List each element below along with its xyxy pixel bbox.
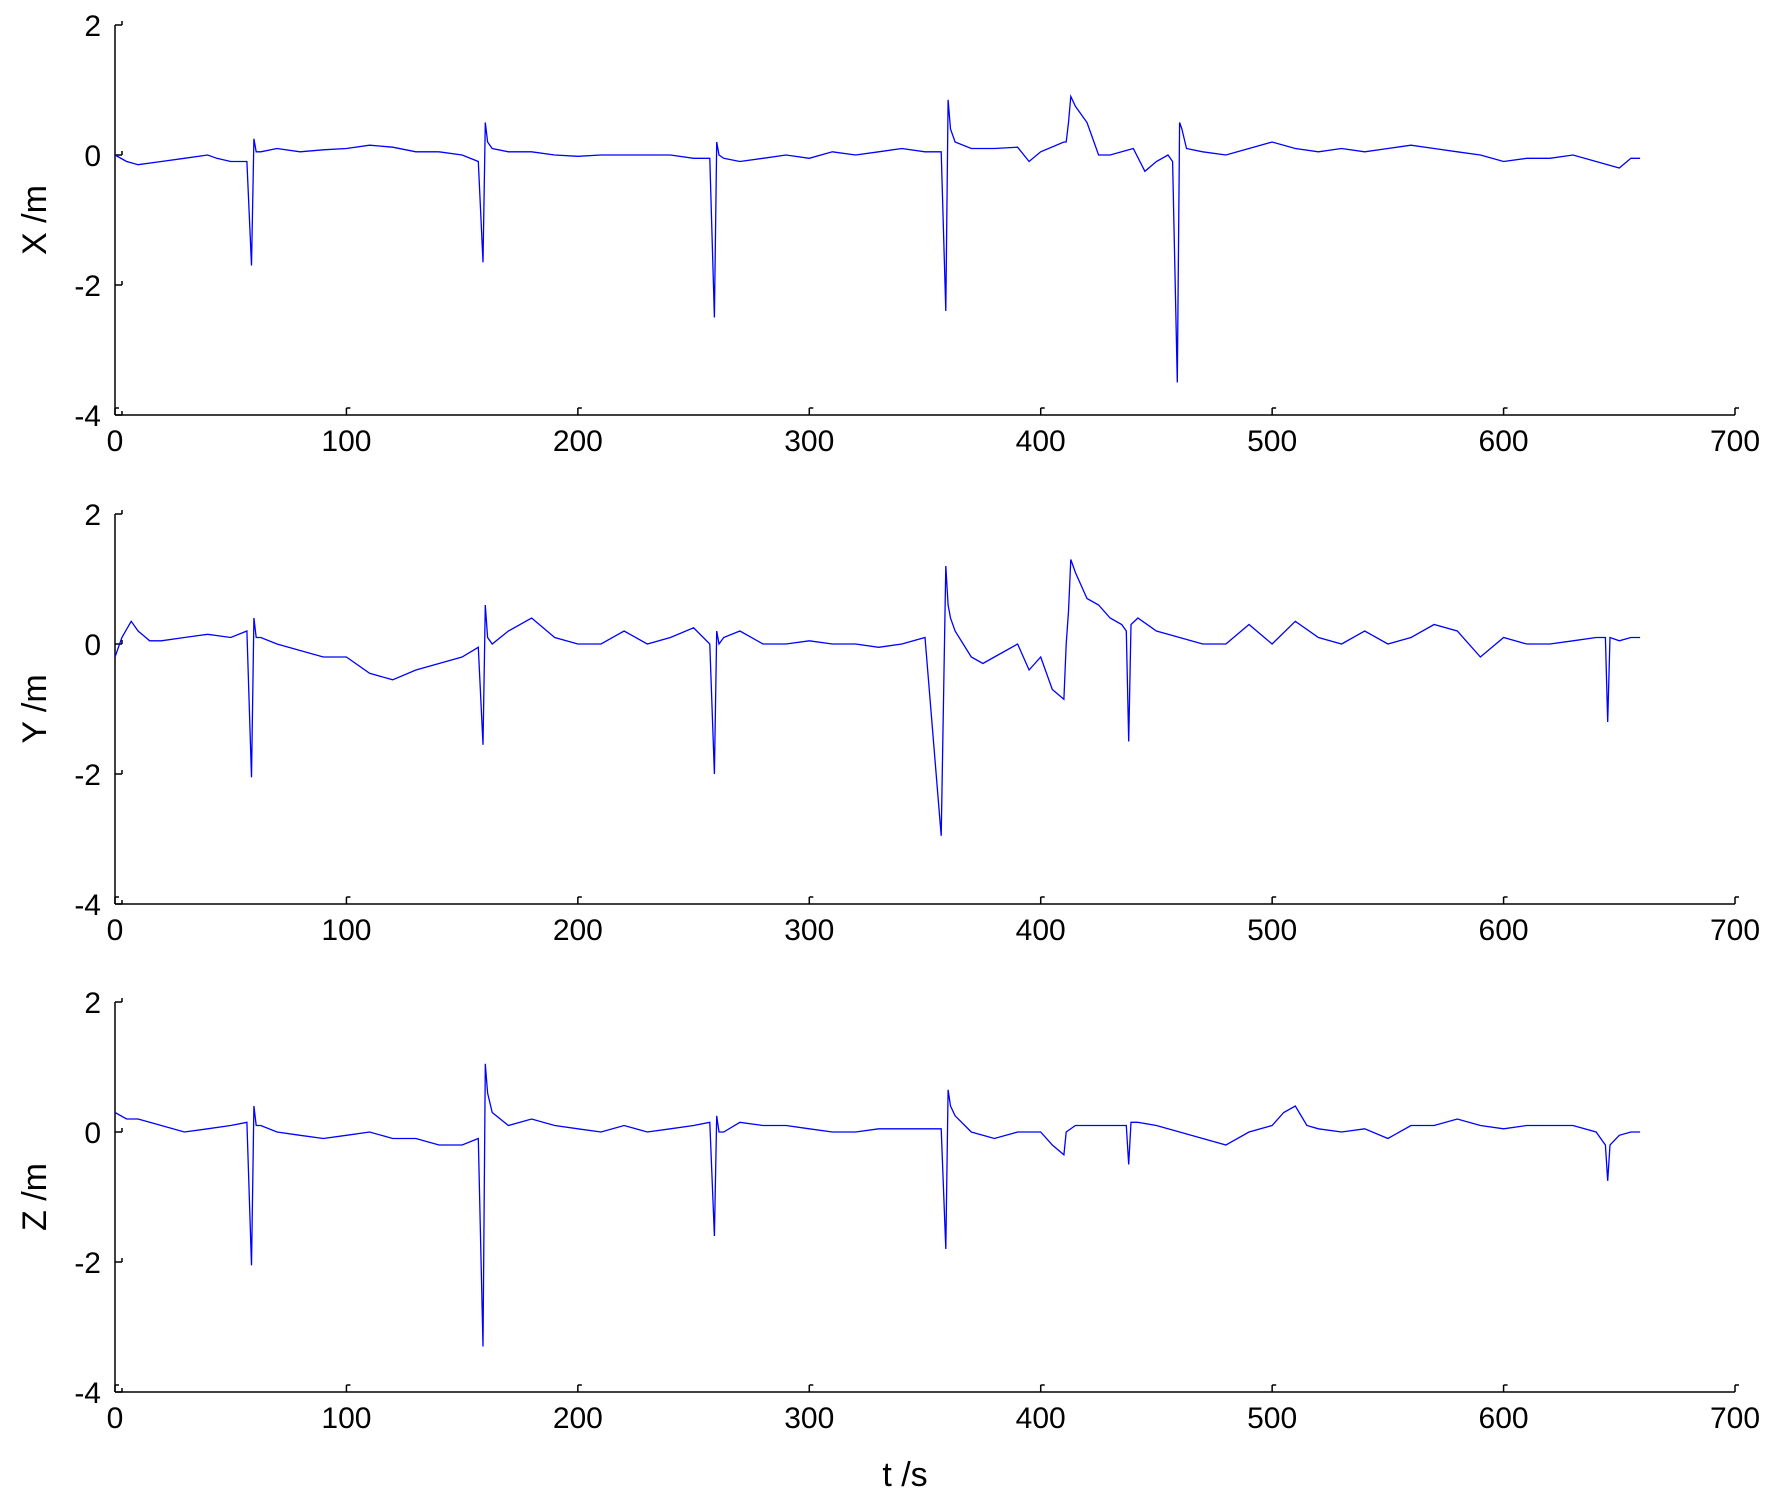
y-tick-label: 2 [84,499,101,532]
y-tick-label: 0 [84,1117,101,1150]
x-tick-label: 700 [1710,1402,1760,1435]
y-tick-label: 2 [84,987,101,1020]
x-tick-label: 100 [321,1402,371,1435]
x-tick-label: 0 [107,1402,124,1435]
y-axis-label: Y /m [16,674,54,743]
y-tick-label: -2 [74,1247,101,1280]
x-tick-label: 500 [1247,425,1297,458]
x-tick-label: 500 [1247,914,1297,947]
x-tick-label: 400 [1016,914,1066,947]
x-tick-label: 600 [1479,1402,1529,1435]
x-tick-label: 500 [1247,1402,1297,1435]
series-line [114,1063,1641,1347]
series-line [114,559,1641,836]
x-tick-label: 100 [321,425,371,458]
subplot-2: 0 100 200 300 400 500 600 700 2 0 -2 -4 Y /m [16,499,1760,947]
x-tick-label: 0 [107,914,124,947]
subplot-3: 0 100 200 300 400 500 600 700 2 0 -2 -4 Z /m t /s [16,987,1760,1494]
series-line [114,94,1641,383]
y-tick-label: 0 [84,140,101,173]
x-tick-label: 700 [1710,914,1760,947]
x-axis-label: t /s [882,1456,927,1494]
x-tick-label: 600 [1479,914,1529,947]
subplot-1: 0 100 200 300 400 500 600 700 2 0 -2 -4 X /m [16,10,1760,458]
y-tick-label: -4 [74,1377,101,1410]
x-tick-label: 100 [321,914,371,947]
y-tick-label: -2 [74,270,101,303]
y-tick-label: -4 [74,400,101,433]
x-tick-label: 0 [107,425,124,458]
x-tick-label: 200 [553,425,603,458]
y-tick-label: 0 [84,629,101,662]
x-tick-label: 200 [553,914,603,947]
x-tick-label: 300 [784,914,834,947]
y-axis-label: Z /m [16,1163,54,1231]
x-tick-label: 200 [553,1402,603,1435]
x-tick-label: 400 [1016,1402,1066,1435]
x-tick-label: 700 [1710,425,1760,458]
x-tick-label: 300 [784,425,834,458]
y-tick-label: -2 [74,759,101,792]
y-axis-label: X /m [16,185,54,255]
x-tick-label: 600 [1479,425,1529,458]
y-tick-label: 2 [84,10,101,43]
x-tick-label: 300 [784,1402,834,1435]
x-tick-label: 400 [1016,425,1066,458]
y-tick-label: -4 [74,889,101,922]
